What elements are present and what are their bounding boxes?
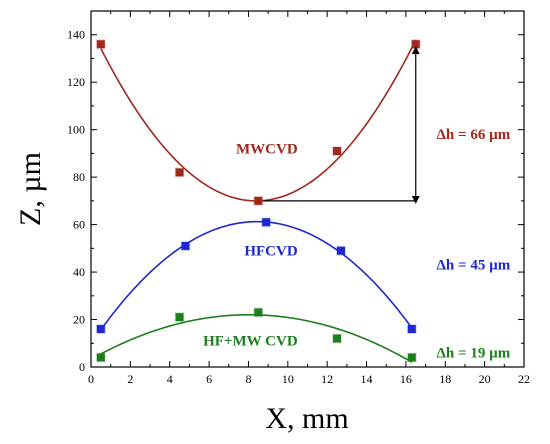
data-point [262,218,271,227]
x-tick-label: 18 [439,372,451,386]
y-axis-title: Z, µm [14,152,47,226]
x-tick-label: 20 [479,372,491,386]
fit-curve [100,39,417,202]
y-tick-label: 20 [73,313,85,327]
series-labels: MWCVD Δh = 66 µm HFCVD Δh = 45 µm HF+MW CVD Δ… [203,127,511,361]
x-axis-title: X, mm [265,402,348,435]
x-tick-label: 22 [518,372,530,386]
data-point [175,168,184,177]
data-point [411,40,420,49]
series-label: MWCVD [236,141,298,157]
fit-curve [100,220,413,331]
x-tick-label: 8 [245,372,251,386]
y-axis: 0 20 40 60 80 100 120 140 [67,10,524,374]
data-point [181,241,190,250]
data-point [254,308,263,317]
y-tick-label: 100 [67,123,85,137]
data-point [96,40,105,49]
x-tick-label: 0 [88,372,94,386]
data-point [407,325,416,334]
x-tick-label: 12 [321,372,333,386]
y-tick-label: 60 [73,218,85,232]
data-point [336,246,345,255]
x-tick-label: 10 [282,372,294,386]
y-tick-label: 140 [67,28,85,42]
delta-h-arrow [263,46,420,204]
x-tick-label: 6 [206,372,212,386]
y-tick-label: 40 [73,265,85,279]
x-axis: 0 2 4 6 8 10 12 14 16 18 20 22 [88,11,530,386]
series-label: HF+MW CVD [203,334,298,350]
delta-h-label: Δh = 66 µm [437,127,511,143]
x-tick-label: 14 [361,372,373,386]
data-point [96,325,105,334]
data-point [333,147,342,156]
y-tick-label: 80 [73,170,85,184]
data-point [175,313,184,322]
y-tick-label: 120 [67,75,85,89]
delta-h-label: Δh = 45 µm [437,258,511,274]
plot-frame [90,10,525,368]
x-tick-label: 2 [127,372,133,386]
x-tick-label: 16 [400,372,412,386]
y-tick-label: 0 [79,360,85,374]
delta-h-label: Δh = 19 µm [437,346,511,362]
data-point [96,353,105,362]
x-tick-label: 4 [167,372,173,386]
data-point [333,334,342,343]
data-point [254,196,263,205]
data-point [407,353,416,362]
series-label: HFCVD [244,243,297,259]
data-points [95,39,421,363]
